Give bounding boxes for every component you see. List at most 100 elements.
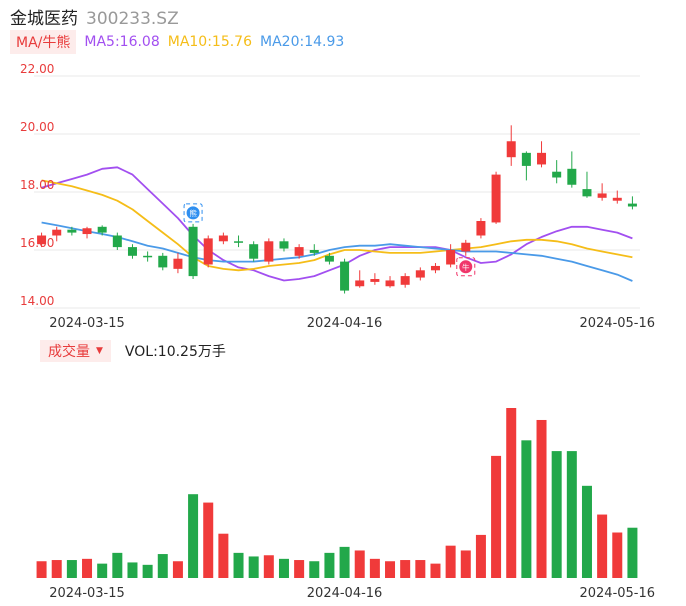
volume-bar (188, 494, 199, 578)
candlestick (370, 273, 380, 285)
volume-bar (248, 556, 259, 578)
candlestick (173, 252, 183, 274)
candle-body (218, 235, 228, 242)
volume-bar (430, 563, 441, 578)
volume-bar (339, 546, 350, 578)
candle-body (521, 152, 531, 166)
volume-bar (385, 561, 396, 578)
candle-body (127, 247, 137, 256)
volume-bar (203, 502, 214, 578)
candle-body (476, 221, 486, 236)
candle-body (552, 171, 562, 178)
candle-body (582, 189, 592, 197)
volume-bar (491, 455, 502, 578)
price-tick-label: 16.00 (20, 236, 54, 250)
candlestick (52, 226, 62, 242)
candlestick (582, 171, 592, 198)
candlestick-series (37, 125, 637, 294)
candlestick (537, 141, 547, 168)
volume-bar (400, 560, 411, 578)
ma-toggle-button[interactable]: MA/牛熊 (10, 30, 77, 54)
date-tick-label: 2024-04-16 (307, 316, 383, 331)
volume-bar (536, 419, 547, 578)
signal-label: 牛 (462, 262, 470, 272)
ma-line-ma5 (41, 166, 633, 282)
volume-bar (369, 558, 380, 578)
volume-bar (354, 550, 365, 578)
candle-body (52, 229, 62, 236)
candlestick (355, 270, 365, 288)
volume-bar (172, 561, 183, 578)
ma-line-ma10 (41, 179, 633, 272)
bull-signal-icon: 牛 (456, 257, 476, 277)
candlestick (597, 183, 607, 201)
volume-bar (597, 514, 608, 578)
price-tick-label: 14.00 (20, 294, 54, 308)
candlestick (567, 151, 577, 188)
volume-bar (263, 555, 274, 578)
price-axis-labels: 22.00 20.00 18.00 16.00 14.00 (20, 62, 54, 308)
volume-bar (51, 560, 62, 578)
volume-bar (233, 552, 244, 578)
candle-body (415, 270, 425, 278)
candle-body (461, 242, 471, 252)
candlestick (400, 273, 410, 288)
candle-body (612, 197, 622, 201)
candlestick (385, 276, 395, 288)
ma-legend: MA/牛熊 MA5:16.08 MA10:15.76 MA20:14.93 (10, 30, 352, 54)
volume-bar (294, 560, 305, 578)
volume-bar (66, 560, 77, 578)
candle-body (597, 193, 607, 198)
candlestick (127, 244, 137, 259)
candlestick (82, 226, 92, 239)
candlestick (279, 238, 289, 252)
candlestick (461, 239, 471, 256)
volume-bar (521, 440, 532, 578)
volume-bar (112, 552, 123, 578)
volume-bar (506, 408, 517, 578)
candlestick (415, 267, 425, 281)
date-tick-label: 2024-04-16 (307, 586, 383, 601)
volume-legend: 成交量 ▼ VOL:10.25万手 (40, 340, 226, 362)
volume-bar (324, 552, 335, 578)
volume-bar (36, 561, 47, 578)
volume-dropdown-button[interactable]: 成交量 ▼ (40, 340, 111, 362)
candlestick (264, 238, 274, 265)
volume-bars (36, 408, 638, 578)
candlestick (491, 171, 501, 224)
candlestick (446, 244, 456, 268)
candle-body (234, 241, 244, 243)
candlestick (143, 251, 153, 262)
volume-bar (82, 558, 93, 578)
stock-code: 300233.SZ (86, 9, 179, 29)
volume-bar (97, 563, 108, 578)
ma10-label: MA10:15.76 (167, 34, 253, 50)
candlestick (612, 190, 622, 204)
candlestick (476, 218, 486, 239)
candlestick (324, 252, 334, 265)
price-grid (34, 75, 640, 309)
candle-body (627, 203, 637, 207)
candlestick (506, 125, 516, 166)
signal-frame (456, 257, 476, 277)
volume-dropdown-label: 成交量 (48, 344, 90, 360)
candle-body (97, 226, 107, 233)
ma-line-ma20 (41, 221, 633, 282)
candle-body (370, 279, 380, 282)
candle-body (279, 241, 289, 249)
candle-body (355, 280, 365, 287)
date-tick-label: 2024-03-15 (49, 586, 125, 601)
date-axis-labels: 2024-03-15 2024-03-15 2024-04-16 2024-04-16… (49, 316, 655, 601)
candle-body (446, 250, 456, 265)
stock-title: 金城医药 300233.SZ (10, 4, 179, 29)
volume-bar (581, 485, 592, 578)
volume-bar (218, 533, 229, 578)
candle-body (400, 276, 410, 285)
stock-name: 金城医药 (10, 9, 78, 29)
signal-dot (186, 206, 200, 220)
candle-body (264, 241, 274, 262)
candlestick (294, 244, 304, 259)
candle-body (67, 229, 77, 233)
candlestick (203, 235, 213, 268)
volume-bar (142, 564, 153, 578)
